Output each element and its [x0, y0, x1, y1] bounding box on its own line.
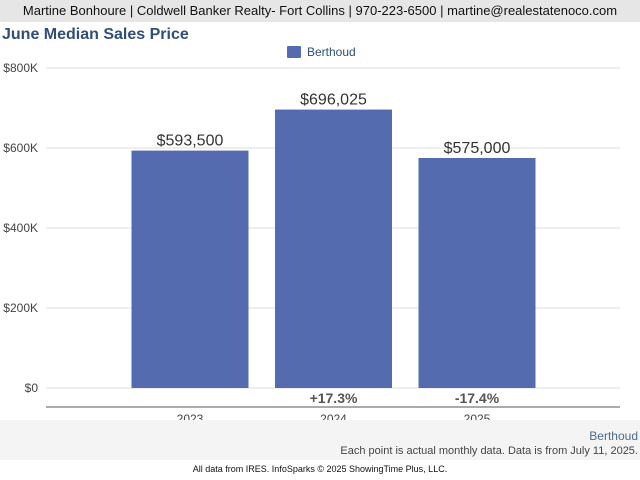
footer-series-label: Berthoud [589, 429, 638, 443]
bar [275, 109, 392, 388]
y-tick-label: $400K [3, 221, 38, 235]
x-tick-label: 2023 [177, 412, 204, 420]
legend-label: Berthoud [307, 45, 356, 59]
footer-note: Each point is actual monthly data. Data … [340, 445, 638, 457]
bar [131, 150, 249, 388]
bar-value-label: $575,000 [444, 140, 511, 157]
footer-credit: All data from IRES. InfoSparks © 2025 Sh… [192, 464, 448, 474]
change-labels: +17.3% -17.4% [310, 390, 500, 406]
bar-value-labels: $593,500 $696,025 $575,000 [157, 92, 511, 157]
footer-band [0, 420, 640, 460]
y-tick-label: $0 [25, 381, 39, 395]
bar-value-label: $593,500 [157, 133, 224, 150]
y-tick-label: $200K [3, 301, 38, 315]
bar [418, 158, 536, 388]
x-tick-label: 2024 [320, 412, 347, 420]
x-axis-tick-labels: 2023 2024 2025 [177, 412, 491, 420]
bar-chart: $0$200K$400K$600K$800K $593,500$696,025$… [3, 61, 620, 420]
change-label: -17.4% [455, 390, 500, 406]
change-label: +17.3% [310, 390, 358, 406]
contact-line: Martine Bonhoure | Coldwell Banker Realt… [22, 3, 618, 18]
x-tick-label: 2025 [464, 412, 491, 420]
y-tick-label: $800K [3, 61, 38, 75]
bars [131, 109, 536, 388]
bar-value-label: $696,025 [300, 92, 367, 109]
chart-legend[interactable]: Berthoud [287, 45, 356, 59]
chart-title: June Median Sales Price [2, 26, 189, 43]
y-tick-label: $600K [3, 141, 38, 155]
legend-swatch [287, 46, 301, 58]
contact-header-bar: Martine Bonhoure | Coldwell Banker Realt… [0, 0, 640, 22]
y-axis-tick-labels: $0 $200K $400K $600K $800K [3, 61, 38, 395]
